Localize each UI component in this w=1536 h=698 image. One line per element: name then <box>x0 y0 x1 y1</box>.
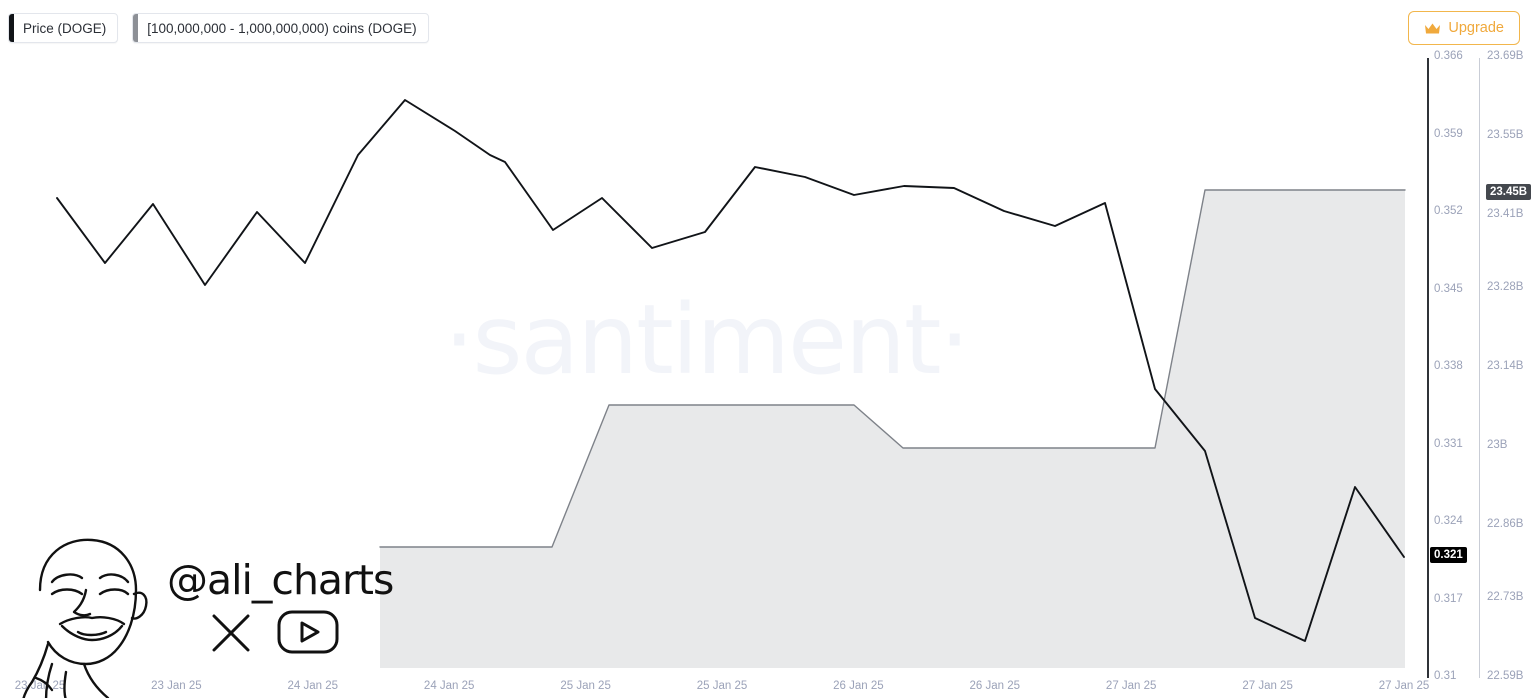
volume-tick-label: 22.73B <box>1487 591 1524 604</box>
volume-area-fill <box>380 190 1405 668</box>
chart-plot-area <box>0 48 1536 668</box>
x-axis-tick-label: 25 Jan 25 <box>560 680 611 692</box>
x-axis-tick-label: 27 Jan 25 <box>1378 680 1430 692</box>
price-tick-label: 0.352 <box>1434 205 1463 217</box>
upgrade-button[interactable]: Upgrade <box>1408 11 1520 45</box>
x-axis-tick-label: 27 Jan 25 <box>1105 680 1157 692</box>
price-highlight-badge: 0.321 <box>1430 547 1467 564</box>
volume-tick-label: 23B <box>1487 438 1508 451</box>
x-axis-tick-label: 26 Jan 25 <box>833 680 884 692</box>
x-axis-tick-label: 23 Jan 25 <box>14 680 66 692</box>
legend-label-price: Price (DOGE) <box>23 20 107 36</box>
volume-tick-label: 23.41B <box>1487 207 1524 220</box>
volume-tick-label: 22.86B <box>1487 517 1524 530</box>
price-tick-label: 0.359 <box>1434 127 1463 140</box>
crown-icon <box>1424 22 1441 35</box>
volume-axis-line <box>1479 58 1480 678</box>
legend-chip-holders[interactable]: [100,000,000 - 1,000,000,000) coins (DOG… <box>132 13 429 43</box>
legend-label-holders: [100,000,000 - 1,000,000,000) coins (DOG… <box>147 20 417 36</box>
volume-tick-label: 23.55B <box>1487 128 1524 141</box>
x-axis-tick-label: 24 Jan 25 <box>423 680 475 692</box>
volume-tick-label: 23.69B <box>1487 50 1524 62</box>
legend-chip-price[interactable]: Price (DOGE) <box>8 13 119 43</box>
volume-tick-label: 23.28B <box>1487 281 1524 294</box>
price-tick-label: 0.345 <box>1434 282 1463 295</box>
price-line <box>56 99 1405 642</box>
legend-color-swatch-holders <box>133 14 139 42</box>
upgrade-label: Upgrade <box>1448 20 1504 36</box>
x-axis-tick-label: 25 Jan 25 <box>696 680 748 692</box>
legend-toolbar: Price (DOGE) [100,000,000 - 1,000,000,00… <box>0 0 1536 56</box>
volume-tick-label: 23.14B <box>1487 360 1524 372</box>
x-axis-tick-label: 24 Jan 25 <box>287 680 339 692</box>
x-axis-tick-label: 27 Jan 25 <box>1242 680 1293 692</box>
price-tick-label: 0.324 <box>1434 515 1463 527</box>
x-axis-tick-label: 23 Jan 25 <box>151 680 202 692</box>
volume-tick-label: 22.59B <box>1487 670 1524 682</box>
legend-color-swatch-price <box>9 14 14 42</box>
price-tick-label: 0.366 <box>1434 50 1463 62</box>
price-axis-line <box>1427 58 1429 678</box>
volume-highlight-badge: 23.45B <box>1486 184 1532 201</box>
price-tick-label: 0.331 <box>1434 437 1463 450</box>
volume-area-outline <box>379 189 1406 548</box>
price-tick-label: 0.338 <box>1434 360 1463 372</box>
price-tick-label: 0.31 <box>1434 670 1457 682</box>
x-axis-tick-label: 26 Jan 25 <box>969 680 1021 692</box>
price-tick-label: 0.317 <box>1434 592 1463 605</box>
